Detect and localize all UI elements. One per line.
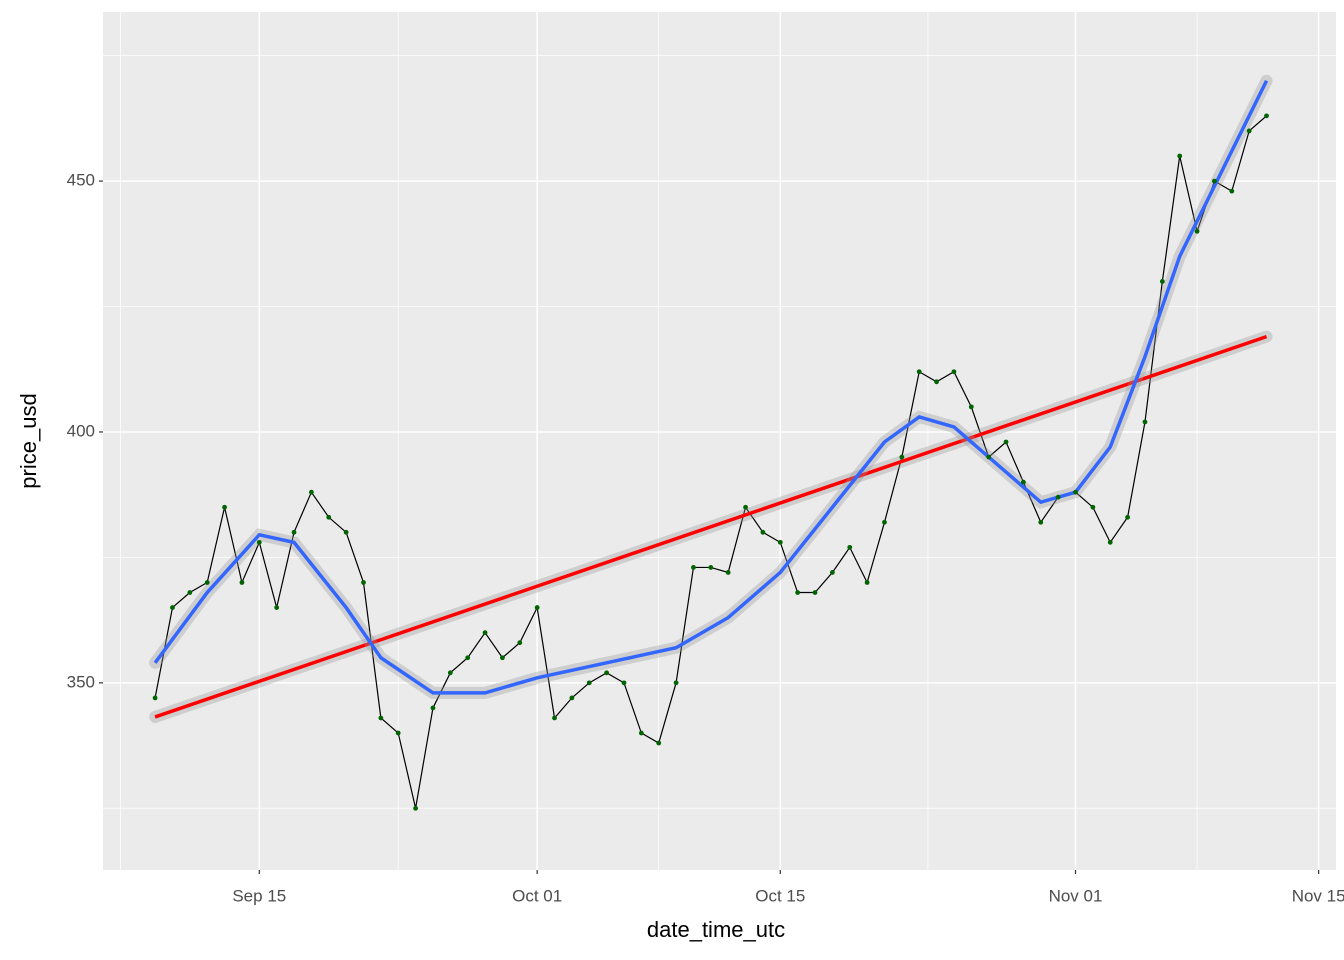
data-point (152, 695, 158, 701)
data-point (1264, 113, 1269, 119)
data-point (361, 580, 366, 585)
series-line (153, 79, 1269, 695)
data-point (291, 529, 297, 535)
data-point (187, 590, 193, 595)
data-point (708, 565, 714, 570)
x-tick-label: Sep 15 (232, 886, 286, 905)
data-point (1159, 279, 1165, 284)
data-point (1194, 228, 1200, 234)
data-point (743, 504, 748, 510)
data-point (986, 454, 992, 460)
data-point (534, 605, 540, 610)
series-line (154, 334, 1268, 719)
data-point (1038, 519, 1044, 525)
data-point (951, 369, 957, 375)
data-point (586, 680, 592, 686)
x-axis-title: date_time_utc (647, 917, 785, 942)
data-point (777, 539, 783, 545)
data-point (569, 695, 575, 701)
data-point (1055, 494, 1061, 500)
data-point (465, 655, 471, 661)
data-point (1229, 188, 1235, 194)
data-point (170, 605, 175, 610)
data-point (274, 605, 280, 610)
data-point (239, 580, 245, 585)
y-tick-label: 350 (67, 672, 95, 691)
data-point (1246, 128, 1252, 134)
data-point (500, 655, 505, 661)
data-point (447, 670, 453, 676)
data-point (308, 489, 314, 495)
data-point (829, 570, 835, 575)
data-point (968, 404, 974, 410)
data-point (1142, 419, 1148, 425)
data-point (760, 529, 766, 535)
data-point (604, 670, 610, 676)
data-point (1125, 514, 1131, 520)
data-point (638, 730, 644, 736)
plot-area (149, 74, 1273, 811)
data-point (204, 580, 210, 585)
x-tick-label: Oct 15 (755, 886, 805, 905)
data-point (1073, 489, 1078, 495)
data-point (1090, 504, 1096, 510)
data-point (882, 519, 887, 525)
data-point (343, 529, 349, 535)
plot-panel (103, 12, 1336, 870)
data-point (326, 514, 332, 520)
data-point (795, 590, 801, 595)
y-axis-title: price_usd (16, 393, 41, 488)
y-tick-label: 450 (67, 171, 95, 190)
data-point (621, 680, 627, 686)
data-point (552, 715, 557, 721)
data-point (1212, 178, 1217, 184)
data-point (916, 369, 922, 375)
data-point (1177, 153, 1183, 159)
grid (103, 12, 1336, 870)
x-tick-label: Oct 01 (512, 886, 562, 905)
data-point (256, 539, 262, 545)
x-tick-label: Nov 01 (1049, 886, 1103, 905)
data-point (691, 565, 696, 570)
data-point (934, 379, 939, 385)
data-point (378, 715, 384, 721)
data-point (864, 580, 870, 585)
data-point (812, 590, 818, 595)
data-point (1003, 439, 1009, 445)
data-point (482, 630, 488, 636)
data-point (1107, 539, 1113, 545)
data-point (222, 504, 227, 510)
data-point (413, 805, 418, 811)
data-point (673, 680, 679, 686)
data-point (395, 730, 401, 736)
data-point (430, 705, 436, 711)
data-point (1021, 479, 1026, 485)
data-point (725, 570, 731, 575)
data-point (899, 454, 905, 460)
x-tick-label: Nov 15 (1292, 886, 1344, 905)
y-tick-label: 400 (67, 421, 95, 440)
data-point (847, 544, 853, 550)
data-point (656, 740, 662, 746)
data-point (517, 640, 523, 646)
